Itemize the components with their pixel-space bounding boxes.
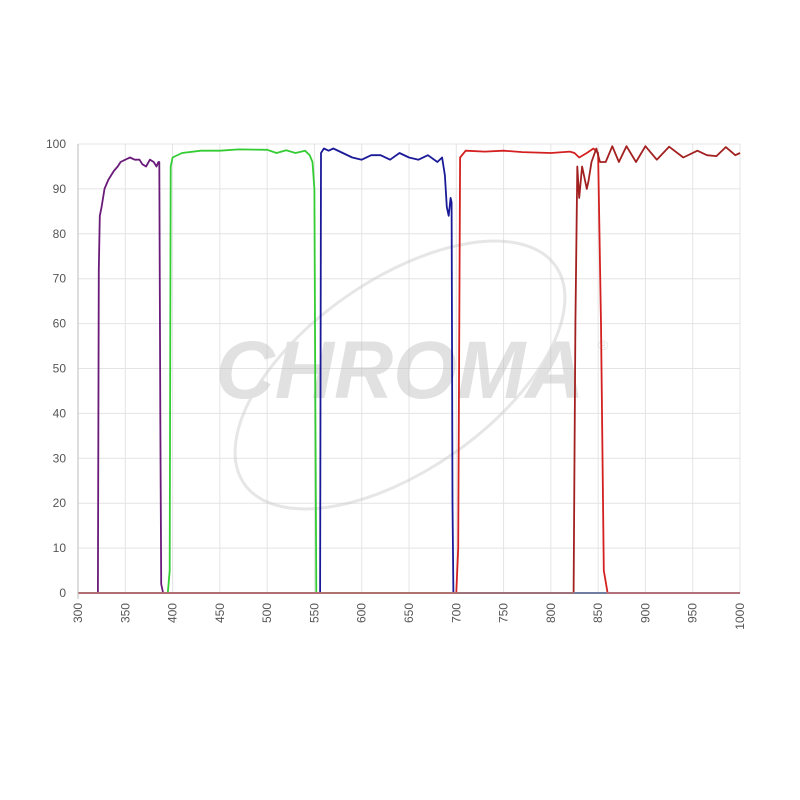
x-tick-label: 400 (166, 603, 180, 623)
x-tick-label: 900 (638, 603, 652, 623)
series-line-4 (78, 147, 740, 594)
axes: 0 10 20 30 40 50 60 70 80 90 100 300 350 400 450 500 550… (46, 137, 747, 630)
x-tick-label: 550 (307, 603, 321, 623)
y-tick-label: 10 (53, 541, 67, 555)
svg-text:®: ® (598, 337, 609, 353)
y-tick-label: 100 (46, 137, 66, 151)
x-tick-label: 300 (71, 603, 85, 623)
y-tick-label: 90 (53, 182, 67, 196)
series-line-2 (78, 148, 740, 594)
series-group (78, 145, 741, 594)
svg-text:CHROMA: CHROMA (216, 325, 585, 416)
x-tick-label: 500 (260, 603, 274, 623)
x-tick-label: 950 (686, 603, 700, 623)
series-line-5 (78, 145, 741, 594)
x-tick-label: 750 (497, 603, 511, 623)
y-tick-label: 0 (59, 586, 66, 600)
y-tick-label: 20 (53, 496, 67, 510)
y-tick-label: 40 (53, 406, 67, 420)
series-line-3 (78, 147, 740, 594)
x-tick-label: 700 (449, 603, 463, 623)
y-tick-label: 60 (53, 317, 67, 331)
y-tick-label: 30 (53, 451, 67, 465)
y-tick-label: 50 (53, 362, 67, 376)
x-tick-label: 600 (355, 603, 369, 623)
y-tick-label: 70 (53, 272, 67, 286)
x-tick-label: 800 (544, 603, 558, 623)
x-tick-label: 350 (118, 603, 132, 623)
y-tick-label: 80 (53, 227, 67, 241)
series-line-1 (78, 156, 740, 594)
x-tick-label: 850 (591, 603, 605, 623)
x-tick-label: 450 (213, 603, 227, 623)
chroma-watermark-logo: CHROMA ® (216, 239, 609, 511)
x-tick-label: 1000 (733, 603, 747, 630)
x-tick-label: 650 (402, 603, 416, 623)
